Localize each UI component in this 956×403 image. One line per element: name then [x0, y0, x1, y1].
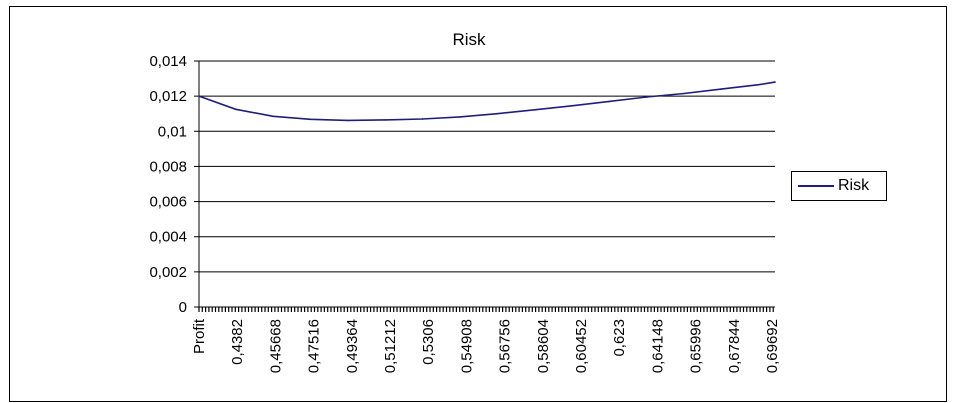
x-tick-label: 0,54908	[458, 319, 475, 373]
x-tick-label: 0,45668	[267, 319, 284, 373]
x-tick-label: 0,49364	[344, 319, 361, 373]
x-tick-label: 0,5306	[420, 319, 437, 365]
y-tick-label: 0,004	[149, 229, 187, 246]
data-point	[496, 112, 499, 115]
data-point	[234, 108, 237, 111]
legend-swatch-risk	[798, 185, 834, 187]
x-tick-label: 0,51212	[382, 319, 399, 373]
data-point	[347, 119, 349, 122]
data-point	[645, 96, 648, 98]
x-tick-label: 0,67844	[726, 319, 743, 373]
x-tick-label: 0,65996	[688, 319, 705, 373]
y-tick-label: 0,006	[149, 194, 187, 211]
data-point	[272, 115, 274, 118]
data-point	[608, 100, 611, 103]
x-tick-label: 0,60452	[573, 319, 590, 373]
data-point	[198, 95, 200, 97]
data-point	[533, 109, 536, 111]
x-tick-label: Profit	[191, 318, 208, 354]
x-tick-label: 0,4382	[229, 319, 246, 365]
x-tick-label: 0,64148	[649, 319, 666, 373]
legend-label-risk: Risk	[838, 177, 870, 194]
data-point	[774, 81, 776, 83]
legend: Risk	[791, 171, 887, 201]
y-tick-label: 0	[179, 299, 187, 316]
series-line-risk	[198, 81, 776, 122]
x-tick-label: 0,69692	[764, 319, 781, 373]
data-point	[757, 83, 760, 86]
data-point	[571, 105, 573, 107]
y-tick-label: 0,012	[149, 88, 187, 105]
y-tick-label: 0,008	[149, 158, 187, 175]
chart-title: Risk	[452, 30, 486, 49]
x-tick-label: 0,58604	[535, 319, 552, 373]
x-tick-label: 0,623	[611, 319, 628, 357]
y-tick-label: 0,014	[149, 53, 187, 70]
data-point	[720, 88, 723, 90]
data-point	[683, 92, 685, 95]
data-point	[459, 116, 461, 118]
y-tick-label: 0,002	[149, 264, 187, 281]
data-point	[421, 118, 424, 120]
chart-frame	[9, 6, 947, 402]
data-point	[384, 119, 386, 121]
y-tick-label: 0,01	[158, 123, 187, 140]
data-point	[309, 118, 312, 121]
x-tick-label: 0,56756	[497, 319, 514, 373]
x-tick-label: 0,47516	[306, 319, 323, 373]
